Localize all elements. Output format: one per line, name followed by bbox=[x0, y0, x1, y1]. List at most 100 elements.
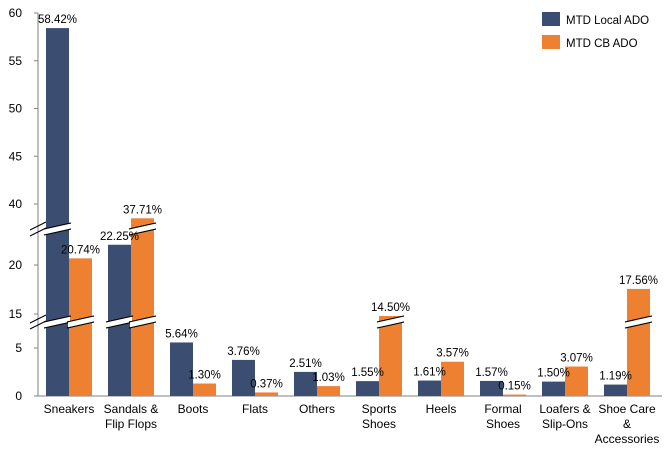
data-label: 1.57% bbox=[475, 367, 508, 379]
bar-break-gap bbox=[130, 316, 155, 328]
y-tick-label: 0 bbox=[15, 389, 22, 403]
data-label: 3.76% bbox=[227, 346, 260, 358]
bar-break-mark bbox=[66, 315, 95, 323]
bar-cb-ado bbox=[441, 361, 464, 396]
data-label: 17.56% bbox=[619, 275, 658, 287]
bar-cb-ado bbox=[69, 258, 92, 396]
axis-layer: 0 5 15 20 40 45 50 55 60 Sneakers Sandals &Flip Fl… bbox=[9, 6, 662, 446]
bar-cb-ado bbox=[379, 316, 402, 396]
bar-break-mark bbox=[66, 321, 95, 329]
bar-break-mark bbox=[376, 321, 405, 329]
bar-break-mark bbox=[624, 315, 653, 323]
y-tick-label: 55 bbox=[9, 54, 23, 68]
category-label: Shoes bbox=[486, 417, 520, 431]
bar-break-gap bbox=[378, 316, 403, 328]
bar-cb-ado bbox=[565, 366, 588, 396]
bar-cb-ado bbox=[317, 386, 340, 396]
data-label: 1.30% bbox=[188, 370, 221, 382]
bar-break-gap bbox=[45, 223, 70, 235]
bar-break-mark bbox=[128, 222, 157, 230]
bar-local-ado bbox=[418, 380, 441, 396]
bar-local-ado bbox=[170, 342, 193, 396]
category-label: Formal bbox=[484, 402, 521, 416]
bar-break-mark bbox=[105, 321, 134, 329]
category-label: Sandals & bbox=[104, 402, 159, 416]
bar-break-mark bbox=[376, 315, 405, 323]
category-label: Flats bbox=[242, 402, 268, 416]
data-label: 14.50% bbox=[371, 302, 410, 314]
data-label: 0.15% bbox=[498, 381, 531, 393]
legend-label: MTD Local ADO bbox=[566, 15, 649, 27]
bar-local-ado bbox=[480, 380, 503, 396]
bar-local-ado bbox=[356, 381, 379, 396]
axis-break-layer bbox=[29, 221, 653, 330]
data-label: 1.55% bbox=[351, 367, 384, 379]
data-label: 22.25% bbox=[100, 231, 139, 243]
category-label: Loafers & bbox=[539, 402, 590, 416]
bar-break-mark bbox=[128, 321, 157, 329]
bar-cb-ado bbox=[255, 392, 278, 396]
bar-local-ado bbox=[232, 359, 255, 396]
bar-break-mark bbox=[624, 321, 653, 329]
data-label: 37.71% bbox=[123, 204, 162, 216]
bar-break-gap bbox=[45, 316, 70, 328]
legend: MTD Local ADO MTD CB ADO bbox=[542, 12, 649, 50]
bar-local-ado bbox=[542, 381, 565, 396]
data-label-layer: 58.42% 20.74%22.25% 37.71% 5.64% 1.30% 3.76% 0… bbox=[38, 14, 658, 392]
y-tick-label: 60 bbox=[9, 6, 23, 20]
bar-cb-ado bbox=[627, 288, 650, 396]
y-axis-break-mark bbox=[29, 320, 47, 330]
category-label: Others bbox=[299, 402, 335, 416]
category-label: Flip Flops bbox=[105, 417, 157, 431]
data-label: 1.03% bbox=[312, 372, 345, 384]
category-label: Boots bbox=[178, 402, 209, 416]
data-label: 20.74% bbox=[61, 244, 100, 256]
bar-break-mark bbox=[128, 228, 157, 236]
data-label: 2.51% bbox=[289, 358, 322, 370]
bar-break-mark bbox=[43, 321, 72, 329]
bar-break-gap bbox=[130, 223, 155, 235]
data-label: 58.42% bbox=[38, 14, 77, 26]
bar-break-mark bbox=[43, 228, 72, 236]
bar-break-gap bbox=[107, 316, 132, 328]
category-label: Heels bbox=[426, 402, 457, 416]
legend-swatch bbox=[542, 35, 560, 49]
category-label: Sports bbox=[362, 402, 397, 416]
legend-label: MTD CB ADO bbox=[566, 38, 638, 50]
bar-cb-ado bbox=[193, 383, 216, 396]
y-axis-break-mark bbox=[29, 227, 47, 237]
y-tick-label: 5 bbox=[15, 341, 22, 355]
bar-local-ado bbox=[604, 384, 627, 396]
data-label: 5.64% bbox=[165, 328, 198, 340]
y-axis-break-mark bbox=[29, 314, 47, 324]
y-tick-label: 50 bbox=[9, 102, 23, 116]
data-label: 1.61% bbox=[413, 367, 446, 379]
category-label: & bbox=[623, 417, 631, 431]
bar-break-mark bbox=[105, 315, 134, 323]
y-tick-label: 40 bbox=[9, 197, 23, 211]
legend-swatch bbox=[542, 12, 560, 26]
y-axis-break-mark bbox=[29, 221, 47, 231]
y-tick-label: 20 bbox=[9, 258, 23, 272]
bar-cb-ado bbox=[131, 218, 154, 396]
bar-local-ado bbox=[46, 28, 69, 397]
y-tick-label: 15 bbox=[9, 307, 23, 321]
bar-break-mark bbox=[43, 222, 72, 230]
data-label: 3.57% bbox=[436, 348, 469, 360]
category-label: Accessories bbox=[595, 432, 660, 446]
category-label: Sneakers bbox=[44, 402, 95, 416]
y-tick-label: 45 bbox=[9, 149, 23, 163]
bar-cb-ado bbox=[503, 394, 526, 396]
category-label: Shoe Care bbox=[598, 402, 656, 416]
data-label: 0.37% bbox=[250, 378, 283, 390]
bar-break-gap bbox=[68, 316, 93, 328]
bar-break-mark bbox=[128, 315, 157, 323]
bar-local-ado bbox=[294, 371, 317, 396]
bar-break-mark bbox=[43, 315, 72, 323]
data-label: 1.50% bbox=[537, 368, 570, 380]
category-label: Slip-Ons bbox=[542, 417, 588, 431]
data-label: 1.19% bbox=[599, 371, 632, 383]
bar-break-gap bbox=[626, 316, 651, 328]
data-label: 3.07% bbox=[560, 353, 593, 365]
